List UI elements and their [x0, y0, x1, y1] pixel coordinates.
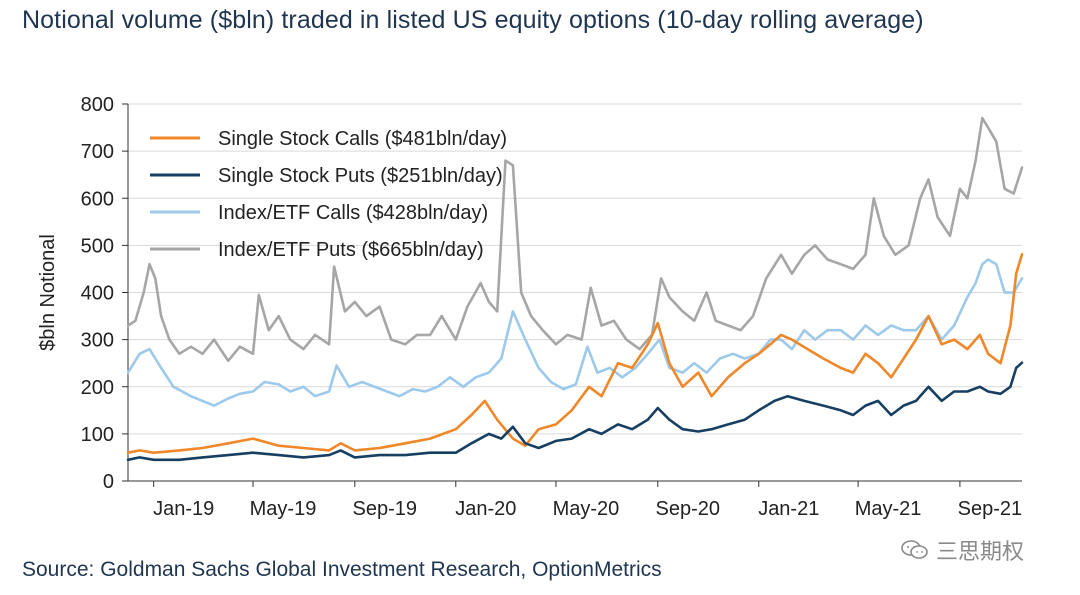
series-lines — [126, 116, 1024, 462]
legend-label: Single Stock Calls ($481bln/day) — [218, 128, 507, 150]
y-tick-label: 800 — [81, 94, 114, 116]
series-line — [126, 258, 1024, 407]
grid-lines — [128, 103, 1022, 435]
x-tick-label: Sep-20 — [656, 498, 721, 520]
x-tick-label: May-20 — [553, 498, 620, 520]
x-tick-label: Jan-20 — [455, 498, 516, 520]
y-tick-label: 0 — [103, 471, 114, 493]
y-tick-label: 600 — [81, 188, 114, 210]
source-note: Source: Goldman Sachs Global Investment … — [22, 558, 662, 581]
legend-label: Index/ETF Puts ($665bln/day) — [218, 239, 484, 261]
x-tick-label: May-21 — [855, 498, 922, 520]
y-tick-label: 700 — [81, 141, 114, 163]
legend: Single Stock Calls ($481bln/day) Single S… — [150, 128, 507, 261]
y-tick-label: 400 — [81, 283, 114, 305]
page-title: Notional volume ($bln) traded in listed … — [22, 6, 924, 34]
legend-label: Index/ETF Calls ($428bln/day) — [218, 202, 488, 224]
y-tick-label: 300 — [81, 330, 114, 352]
watermark: 三思期权 — [900, 534, 1024, 566]
y-axis: 0 100 200 300 400 500 600 700 800 — [81, 94, 129, 493]
x-axis: Jan-19 May-19 Sep-19 Jan-20 May-20 Sep-20 Jan-… — [128, 480, 1023, 520]
x-tick-label: Sep-19 — [353, 498, 418, 520]
x-tick-label: Sep-21 — [958, 498, 1023, 520]
y-tick-label: 200 — [81, 377, 114, 399]
y-tick-label: 100 — [81, 424, 114, 446]
y-tick-label: 500 — [81, 235, 114, 257]
watermark-text: 三思期权 — [936, 539, 1025, 564]
y-axis-label: $bln Notional — [37, 234, 59, 351]
series-line — [126, 116, 1024, 363]
legend-label: Single Stock Puts ($251bln/day) — [218, 165, 503, 187]
series-line — [126, 361, 1024, 462]
x-tick-label: Jan-21 — [758, 498, 819, 520]
wechat-icon — [901, 540, 928, 559]
x-tick-label: May-19 — [250, 498, 317, 520]
x-tick-label: Jan-19 — [153, 498, 214, 520]
series-line — [126, 253, 1024, 454]
